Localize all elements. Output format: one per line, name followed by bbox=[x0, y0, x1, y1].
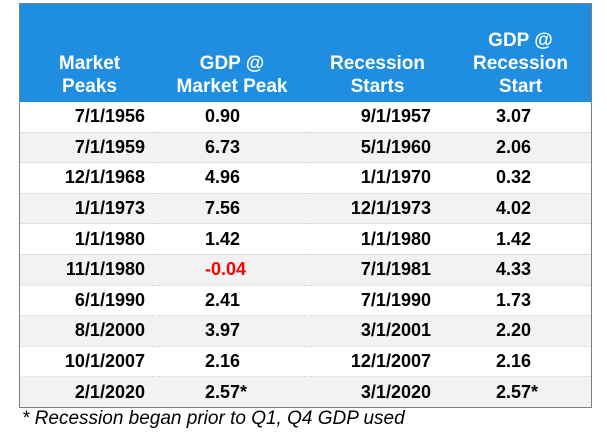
header-label-line: Recession bbox=[472, 53, 569, 74]
gdp-at-recession-start-cell: 2.57* bbox=[450, 376, 591, 407]
recession-start-date-cell: 3/1/2020 bbox=[305, 376, 450, 407]
footnote: * Recession began prior to Q1, Q4 GDP us… bbox=[22, 408, 405, 429]
gdp-at-market-peak-cell: -0.04 bbox=[159, 254, 305, 286]
table-row: 7/1/1956 0.90 9/1/1957 3.07 bbox=[20, 102, 591, 133]
gdp-at-recession-start-cell: 2.16 bbox=[450, 346, 591, 378]
header-label-line: GDP @ bbox=[488, 30, 553, 51]
market-peak-date-cell: 1/1/1973 bbox=[20, 193, 159, 225]
gdp-at-recession-start-cell: 0.32 bbox=[450, 162, 591, 194]
gdp-at-recession-start-cell: 3.07 bbox=[450, 102, 591, 133]
recession-start-date-cell: 12/1/1973 bbox=[305, 193, 450, 225]
table-row: 1/1/1973 7.56 12/1/1973 4.02 bbox=[20, 193, 591, 225]
header-label-line: Market Peak bbox=[176, 76, 288, 97]
header-gdp-at-market-peak: GDP @ Market Peak bbox=[159, 4, 305, 102]
gdp-at-recession-start-cell: 1.42 bbox=[450, 223, 591, 255]
table-row: 11/1/1980 -0.04 7/1/1981 4.33 bbox=[20, 254, 591, 286]
recession-start-date-cell: 5/1/1960 bbox=[305, 132, 450, 164]
recession-start-date-cell: 9/1/1957 bbox=[305, 102, 450, 133]
table-row: 8/1/2000 3.97 3/1/2001 2.20 bbox=[20, 315, 591, 347]
gdp-at-market-peak-cell: 2.16 bbox=[159, 346, 305, 378]
gdp-at-market-peak-cell: 2.57* bbox=[159, 376, 305, 407]
table-row: 6/1/1990 2.41 7/1/1990 1.73 bbox=[20, 285, 591, 317]
gdp-at-recession-start-cell: 4.33 bbox=[450, 254, 591, 286]
recession-start-date-cell: 1/1/1980 bbox=[305, 223, 450, 255]
table-row: 12/1/1968 4.96 1/1/1970 0.32 bbox=[20, 162, 591, 194]
gdp-at-market-peak-cell: 1.42 bbox=[159, 223, 305, 255]
header-gdp-at-recession-start: GDP @ Recession Start bbox=[450, 4, 591, 102]
header-row: Market Peaks GDP @ Market Peak Recession… bbox=[20, 4, 591, 102]
gdp-at-market-peak-cell: 7.56 bbox=[159, 193, 305, 225]
market-peak-date-cell: 8/1/2000 bbox=[20, 315, 159, 347]
gdp-at-recession-start-cell: 2.20 bbox=[450, 315, 591, 347]
header-label-line: Peaks bbox=[62, 76, 117, 97]
market-peak-date-cell: 11/1/1980 bbox=[20, 254, 159, 286]
market-peak-date-cell: 7/1/1959 bbox=[20, 132, 159, 164]
table-row: 2/1/2020 2.57* 3/1/2020 2.57* bbox=[20, 376, 591, 407]
market-peak-date-cell: 2/1/2020 bbox=[20, 376, 159, 407]
recession-start-date-cell: 3/1/2001 bbox=[305, 315, 450, 347]
header-label-line: Market bbox=[58, 53, 121, 74]
recession-start-date-cell: 12/1/2007 bbox=[305, 346, 450, 378]
gdp-at-market-peak-cell: 4.96 bbox=[159, 162, 305, 194]
header-market-peaks: Market Peaks bbox=[20, 4, 159, 102]
market-peak-date-cell: 1/1/1980 bbox=[20, 223, 159, 255]
gdp-at-market-peak-cell: 3.97 bbox=[159, 315, 305, 347]
table-row: 1/1/1980 1.42 1/1/1980 1.42 bbox=[20, 223, 591, 255]
header-recession-starts: Recession Starts bbox=[305, 4, 450, 102]
gdp-at-market-peak-cell: 0.90 bbox=[159, 102, 305, 133]
gdp-at-recession-start-cell: 4.02 bbox=[450, 193, 591, 225]
header-label-line: Starts bbox=[350, 76, 405, 97]
gdp-at-recession-start-cell: 2.06 bbox=[450, 132, 591, 164]
recession-start-date-cell: 1/1/1970 bbox=[305, 162, 450, 194]
market-peak-date-cell: 12/1/1968 bbox=[20, 162, 159, 194]
header-label-line: Start bbox=[498, 76, 543, 97]
recession-gdp-table-container: Market Peaks GDP @ Market Peak Recession… bbox=[19, 3, 592, 408]
market-peak-date-cell: 7/1/1956 bbox=[20, 102, 159, 133]
gdp-at-recession-start-cell: 1.73 bbox=[450, 285, 591, 317]
market-peak-date-cell: 6/1/1990 bbox=[20, 285, 159, 317]
header-label-line: GDP @ bbox=[199, 53, 265, 74]
table-body: 7/1/1956 0.90 9/1/1957 3.07 7/1/1959 6.73 5/1/… bbox=[20, 102, 591, 407]
header-label-line: Recession bbox=[329, 53, 426, 74]
recession-start-date-cell: 7/1/1990 bbox=[305, 285, 450, 317]
recession-gdp-table: Market Peaks GDP @ Market Peak Recession… bbox=[20, 4, 591, 407]
gdp-at-market-peak-cell: 6.73 bbox=[159, 132, 305, 164]
market-peak-date-cell: 10/1/2007 bbox=[20, 346, 159, 378]
recession-start-date-cell: 7/1/1981 bbox=[305, 254, 450, 286]
table-header: Market Peaks GDP @ Market Peak Recession… bbox=[20, 4, 591, 102]
table-row: 10/1/2007 2.16 12/1/2007 2.16 bbox=[20, 346, 591, 378]
gdp-at-market-peak-cell: 2.41 bbox=[159, 285, 305, 317]
table-row: 7/1/1959 6.73 5/1/1960 2.06 bbox=[20, 132, 591, 164]
